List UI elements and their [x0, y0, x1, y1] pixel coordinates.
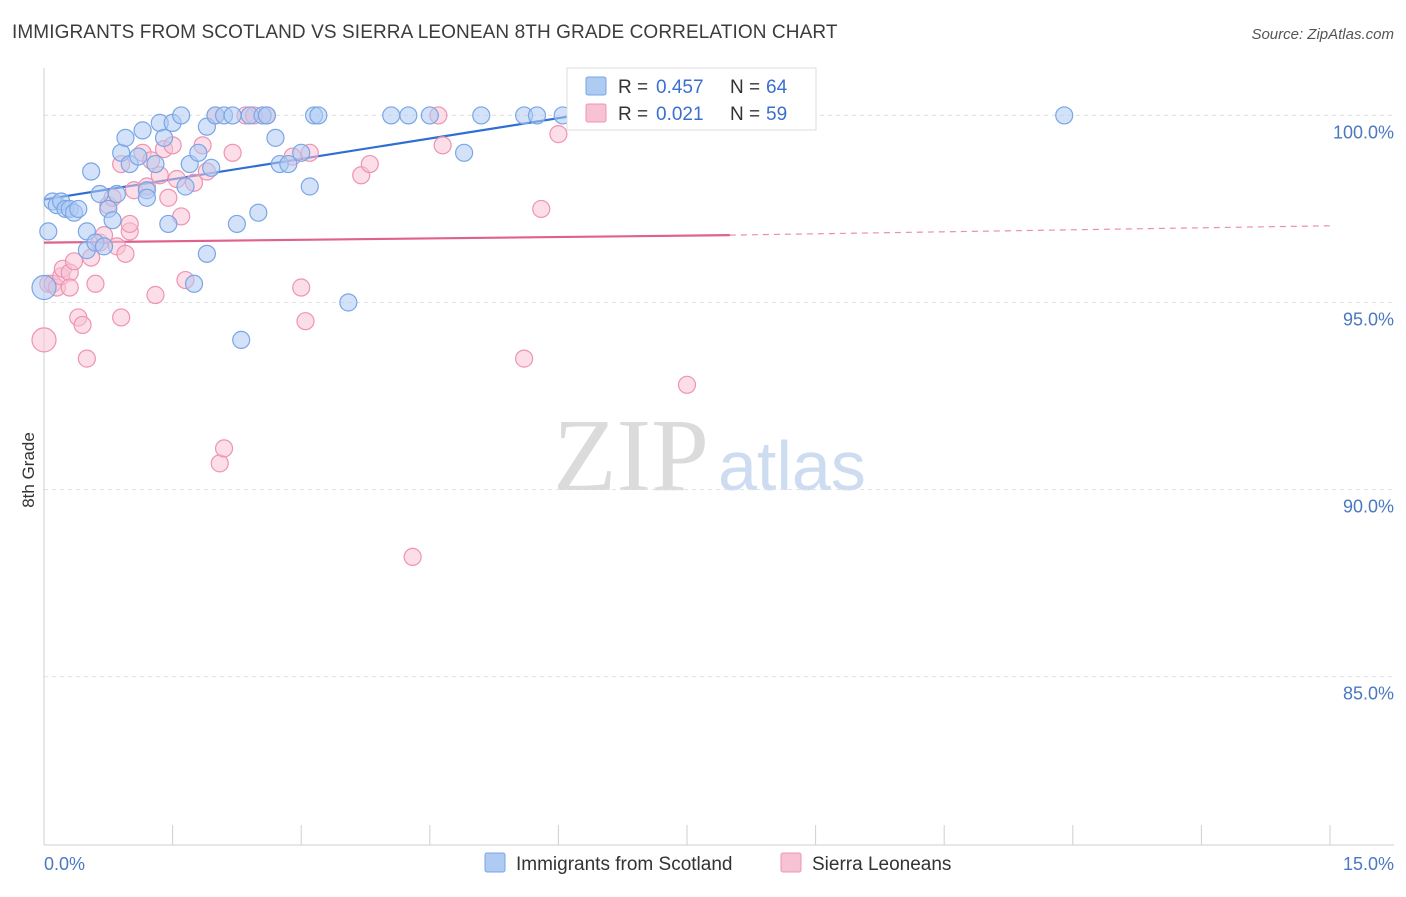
sierra-leonean-point [214, 439, 234, 458]
grid-layer [44, 114, 1394, 678]
stats-r-value-scotland: 0.457 [656, 77, 704, 98]
legend-swatch-scotland [484, 852, 506, 873]
scotland-point [292, 143, 311, 162]
sierra-leonean-trend-extension [729, 225, 1331, 236]
scotland-point [266, 128, 285, 147]
sierra-leonean-point [64, 252, 84, 271]
stats-r-label-scotland: R = [618, 77, 648, 98]
stats-r-value-sierra: 0.021 [656, 104, 704, 125]
sierra-leonean-point [60, 278, 79, 297]
sierra-leonean-point [146, 285, 165, 305]
stats-swatch-sierra [585, 103, 607, 123]
stats-n-label-sierra: N = [730, 104, 760, 125]
scotland-point [94, 237, 114, 256]
sierra-leonean-trend-line [43, 234, 730, 244]
sierra-leonean-point [31, 327, 57, 353]
sierra-leonean-point [120, 214, 139, 234]
sierra-leonean-point [86, 274, 105, 293]
scotland-point [1055, 106, 1074, 125]
scotland-point [159, 214, 178, 234]
scotland-point [133, 121, 152, 140]
stats-n-label-scotland: N = [730, 77, 760, 98]
scotland-point [146, 154, 165, 174]
stats-legend: R = 0.457 N = 64 R = 0.021 N = 59 [566, 67, 817, 131]
scotland-point [454, 143, 474, 162]
stats-n-value-sierra: 59 [766, 104, 787, 125]
sierra-leonean-point [223, 143, 242, 162]
sierra-leonean-point [116, 244, 135, 263]
scotland-point [339, 293, 358, 312]
chart-title: IMMIGRANTS FROM SCOTLAND VS SIERRA LEONE… [12, 22, 838, 43]
watermark-zip: ZIP [553, 398, 709, 513]
scotland-point [309, 106, 328, 125]
y-tick-label: 85.0% [1343, 684, 1394, 704]
stats-swatch-scotland [585, 76, 607, 96]
scotland-point [137, 188, 156, 207]
scotland-point [527, 106, 547, 125]
series-legend: Immigrants from Scotland Sierra Leoneans [484, 852, 951, 875]
sierra-leonean-point [677, 375, 697, 394]
sierra-leonean-point [159, 188, 178, 207]
scotland-point [90, 184, 109, 204]
scotland-point [176, 177, 195, 196]
y-tick-label: 100.0% [1333, 122, 1394, 142]
scotland-point [116, 128, 135, 147]
watermark: ZIP atlas [553, 398, 866, 513]
sierra-leonean-point [296, 312, 315, 331]
sierra-leonean-point [112, 308, 131, 327]
scotland-point [223, 106, 242, 125]
scotland-point [172, 106, 191, 125]
scotland-point [129, 147, 148, 166]
scotland-point [39, 222, 58, 241]
sierra-leonean-point [292, 278, 311, 297]
sierra-leonean-point [360, 154, 379, 174]
scotland-point [202, 158, 221, 177]
stats-legend-box [566, 67, 817, 131]
stats-n-value-scotland: 64 [766, 77, 788, 98]
scotland-point [69, 199, 88, 219]
sierra-leonean-point [433, 136, 452, 155]
x-tick-label-min: 0.0% [44, 854, 85, 874]
sierra-leonean-point [532, 199, 551, 219]
y-tick-label: 90.0% [1343, 497, 1394, 517]
sierra-leonean-point [549, 125, 568, 144]
scotland-point [399, 106, 418, 125]
legend-label-scotland: Immigrants from Scotland [516, 854, 732, 875]
y-tick-label: 95.0% [1343, 309, 1394, 329]
scotland-point [184, 274, 204, 293]
legend-label-sierra: Sierra Leoneans [812, 854, 951, 875]
stats-r-label-sierra: R = [618, 104, 648, 125]
scotland-point [82, 162, 101, 181]
scotland-point [31, 274, 57, 301]
sierra-leonean-point [210, 454, 229, 473]
scotland-point [197, 244, 216, 263]
scotland-point [103, 211, 122, 230]
sierra-leonean-point [515, 349, 534, 368]
scotland-point [249, 203, 268, 222]
sierra-leonean-point [73, 315, 92, 335]
axis-layer: 100.0% 95.0% 90.0% 85.0% [43, 68, 1394, 846]
scotland-point [420, 106, 439, 125]
y-axis-label: 8th Grade [19, 432, 38, 508]
scotland-point [107, 184, 126, 204]
scotland-point [257, 106, 277, 125]
x-tick-label-max: 15.0% [1343, 854, 1394, 874]
watermark-atlas: atlas [718, 427, 866, 505]
sierra-leonean-point [77, 349, 96, 368]
legend-swatch-sierra [780, 852, 802, 873]
scotland-point [189, 143, 208, 162]
chart-source: Source: ZipAtlas.com [1251, 26, 1394, 43]
scotland-point [232, 330, 251, 350]
scotland-point [300, 177, 319, 196]
sierra-leonean-point [403, 547, 422, 567]
scotland-point [472, 106, 491, 125]
scotland-point [382, 106, 401, 125]
scotland-point [227, 214, 246, 234]
scotland-point [154, 128, 174, 147]
points-layer [31, 106, 1074, 567]
scotland-point [279, 154, 298, 174]
